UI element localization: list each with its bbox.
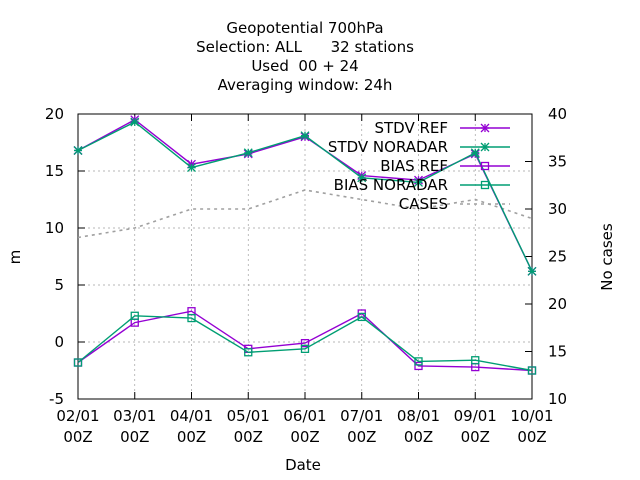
- marker-stroke: [470, 148, 480, 158]
- data-point: [187, 313, 196, 323]
- marker-stroke: [480, 123, 490, 133]
- legend-marker: [480, 161, 490, 171]
- y-tick-label: 15: [45, 162, 64, 180]
- data-point: [243, 148, 253, 158]
- series-line: [77, 189, 533, 239]
- x-tick-label: 08/01: [397, 407, 440, 425]
- y-axis-ticks: -5 0 5 10 15 20: [45, 105, 85, 408]
- legend-marker: [480, 142, 490, 152]
- data-point: [414, 177, 423, 187]
- title-line: Used 00 + 24: [251, 57, 358, 75]
- x-tick-label: 00Z: [120, 428, 149, 446]
- legend-label: BIAS REF: [380, 157, 448, 175]
- data-point: [187, 163, 196, 173]
- y2-tick-label: 35: [548, 153, 567, 171]
- x-tick-label: 05/01: [227, 407, 270, 425]
- legend-label: STDV REF: [374, 119, 448, 137]
- y2-tick-label: 30: [548, 200, 567, 218]
- marker-stroke: [243, 148, 253, 158]
- x-tick-label: 02/01: [56, 407, 99, 425]
- title-line: Selection: ALL 32 stations: [196, 38, 414, 56]
- data-point: [357, 312, 366, 322]
- x-tick-label: 09/01: [454, 407, 497, 425]
- data-point: [300, 131, 310, 141]
- y2-axis-ticks: 10 15 20 25 30 35 40: [525, 105, 567, 408]
- data-point: [471, 356, 480, 365]
- y-tick-label: 20: [45, 105, 64, 123]
- title-line: Averaging window: 24h: [218, 76, 393, 94]
- marker-stroke: [73, 146, 83, 155]
- data-point: [300, 344, 310, 353]
- legend-label: BIAS NORADAR: [334, 176, 448, 194]
- marker-stroke: [187, 163, 196, 173]
- legend-marker: [480, 123, 490, 133]
- x-tick-label: 06/01: [283, 407, 326, 425]
- x-tick-label: 00Z: [234, 428, 263, 446]
- y2-axis-label: No cases: [598, 223, 616, 291]
- y2-tick-label: 40: [548, 105, 567, 123]
- marker-stroke: [300, 131, 310, 141]
- y-tick-label: 0: [54, 333, 64, 351]
- data-point: [527, 366, 537, 375]
- x-tick-label: 00Z: [347, 428, 376, 446]
- legend-marker: [480, 180, 490, 190]
- x-tick-label: 00Z: [517, 428, 546, 446]
- x-tick-label: 03/01: [113, 407, 156, 425]
- y-axis-label: m: [6, 250, 24, 265]
- data-point: [73, 146, 83, 155]
- series-line: [77, 315, 533, 372]
- plot-border: [77, 113, 533, 400]
- data-point: [130, 117, 140, 127]
- x-axis-ticks: 02/01 00Z 03/01 00Z 04/01 00Z 05/01 00Z 06/01 00Z…: [56, 114, 554, 446]
- data-point: [470, 148, 480, 158]
- series-layer: [73, 115, 537, 375]
- marker-stroke: [414, 177, 423, 187]
- data-point: [527, 266, 537, 276]
- marker-stroke: [357, 173, 367, 183]
- marker-stroke: [130, 117, 140, 127]
- x-tick-label: 00Z: [461, 428, 490, 446]
- x-tick-label: 07/01: [340, 407, 383, 425]
- y2-tick-label: 25: [548, 248, 567, 266]
- x-tick-label: 10/01: [510, 407, 553, 425]
- data-point: [414, 357, 423, 366]
- marker-stroke: [527, 266, 537, 276]
- data-point: [244, 348, 253, 357]
- x-tick-label: 00Z: [177, 428, 206, 446]
- x-tick-label: 04/01: [170, 407, 213, 425]
- data-point: [300, 338, 310, 348]
- y2-tick-label: 20: [548, 295, 567, 313]
- data-point: [73, 358, 83, 367]
- grid: [78, 114, 532, 399]
- data-point: [357, 173, 367, 183]
- y-tick-label: -5: [49, 390, 64, 408]
- x-tick-label: 00Z: [290, 428, 319, 446]
- series-line: [77, 310, 533, 372]
- legend-label: CASES: [399, 195, 448, 213]
- x-tick-label: 00Z: [404, 428, 433, 446]
- y-tick-label: 10: [45, 219, 64, 237]
- x-axis-label: Date: [285, 456, 321, 474]
- legend-label: STDV NORADAR: [328, 138, 448, 156]
- y2-tick-label: 15: [548, 343, 567, 361]
- title-line: Geopotential 700hPa: [226, 19, 383, 37]
- data-point: [414, 361, 423, 371]
- data-point: [130, 311, 139, 320]
- marker-stroke: [480, 142, 490, 152]
- y2-tick-label: 10: [548, 390, 567, 408]
- y-tick-label: 5: [54, 276, 64, 294]
- x-tick-label: 00Z: [63, 428, 92, 446]
